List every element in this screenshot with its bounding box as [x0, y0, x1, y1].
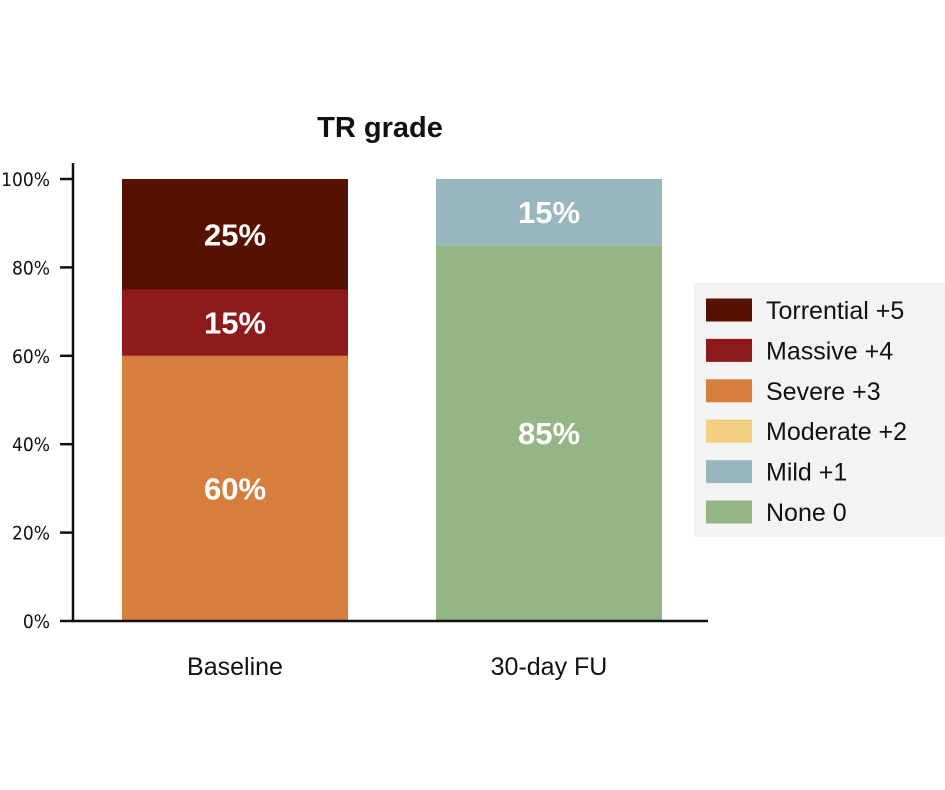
- bar-segment-massive-4: [122, 289, 348, 356]
- data-label: 60%: [204, 471, 266, 506]
- legend-label: Torrential +5: [766, 297, 904, 325]
- bar-segment-mild-1: [436, 179, 662, 246]
- y-tick-label: 0%: [23, 611, 50, 633]
- data-label: 15%: [204, 306, 266, 341]
- y-tick-label: 100%: [1, 169, 50, 191]
- x-tick-label: 30-day FU: [491, 653, 608, 681]
- y-tick-label: 40%: [12, 434, 50, 456]
- data-label: 25%: [204, 217, 266, 252]
- y-tick-label: 20%: [12, 523, 50, 545]
- legend-label: None 0: [766, 499, 847, 527]
- legend-swatch: [706, 500, 752, 524]
- legend-background: [694, 283, 945, 537]
- legend-swatch: [706, 379, 752, 403]
- legend-swatch: [706, 298, 752, 322]
- legend-label: Moderate +2: [766, 418, 907, 446]
- legend-label: Massive +4: [766, 337, 893, 365]
- bar-segment-none-0: [436, 245, 662, 622]
- legend-label: Mild +1: [766, 459, 847, 487]
- legend-swatch: [706, 419, 752, 443]
- y-tick-label: 80%: [12, 257, 50, 279]
- bars: 60% 15% 25% 85% 15%: [122, 179, 662, 622]
- legend: Torrential +5 Massive +4 Severe +3 Moderate…: [694, 283, 945, 537]
- y-axis: 0% 20% 40% 60% 80% 100%: [1, 163, 75, 633]
- data-label: 15%: [518, 195, 580, 230]
- chart-title: TR grade: [317, 112, 443, 144]
- legend-label: Severe +3: [766, 378, 881, 406]
- data-label: 85%: [518, 416, 580, 451]
- legend-swatch: [706, 338, 752, 362]
- y-tick-label: 60%: [12, 346, 50, 368]
- x-axis-labels: Baseline 30-day FU: [187, 653, 607, 681]
- legend-swatch: [706, 460, 752, 484]
- bar-segment-severe-3: [122, 355, 348, 621]
- bar-segment-torrential-5: [122, 179, 348, 290]
- x-tick-label: Baseline: [187, 653, 283, 681]
